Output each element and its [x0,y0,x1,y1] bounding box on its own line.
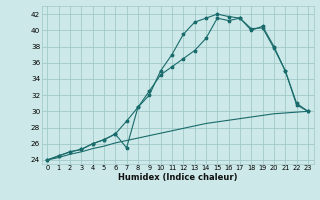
X-axis label: Humidex (Indice chaleur): Humidex (Indice chaleur) [118,173,237,182]
